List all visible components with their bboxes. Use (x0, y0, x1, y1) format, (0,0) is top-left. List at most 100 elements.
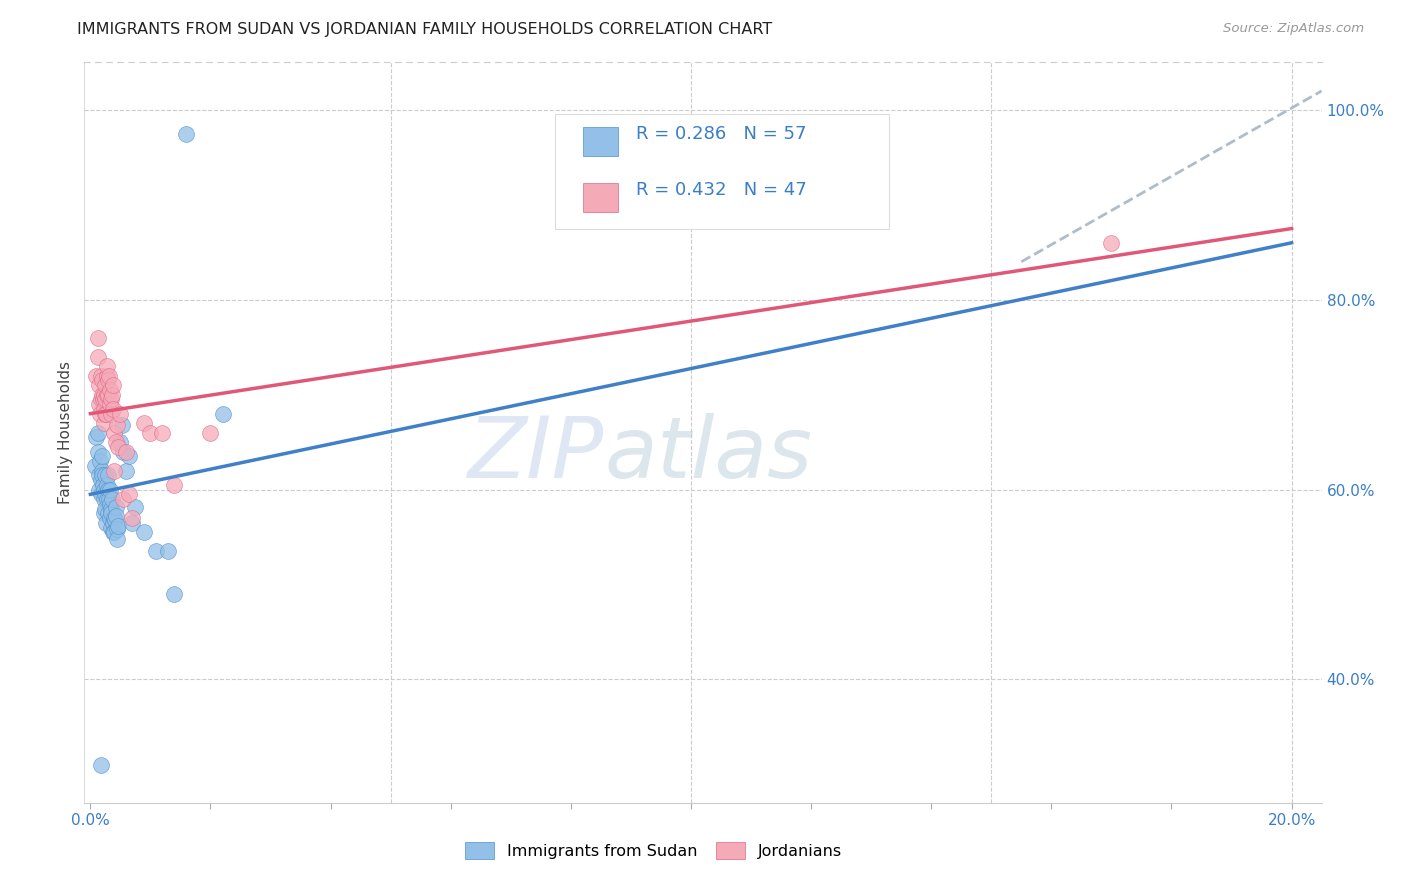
Point (89, 454, 111, 468)
Point (91, 478, 114, 492)
Point (100, 407, 122, 421)
FancyBboxPatch shape (554, 114, 889, 229)
Point (93, 387, 115, 401)
Point (176, 127, 198, 141)
Point (118, 487, 141, 501)
Point (89, 378, 111, 392)
Point (100, 520, 122, 534)
Point (91, 373, 114, 387)
Point (90, 464, 112, 478)
Point (98, 491, 121, 506)
Point (90, 757, 112, 772)
Point (94, 516, 117, 530)
Point (86, 444, 108, 458)
Point (98, 497, 121, 511)
Point (94, 501, 117, 516)
Point (103, 511, 125, 525)
Point (96, 359, 118, 374)
Point (134, 525, 156, 540)
Point (98, 368, 121, 383)
Point (101, 378, 124, 392)
Point (96, 478, 118, 492)
Point (163, 478, 186, 492)
Point (101, 491, 124, 506)
Point (110, 435, 132, 450)
Point (93, 483, 115, 497)
Point (163, 587, 186, 601)
Point (118, 450, 141, 464)
Point (87, 397, 110, 411)
Point (84, 458, 107, 473)
Point (103, 425, 125, 440)
Point (134, 416, 156, 430)
Point (105, 417, 128, 432)
FancyBboxPatch shape (583, 128, 617, 156)
Y-axis label: Family Households: Family Households (58, 361, 73, 504)
Point (112, 491, 135, 506)
Point (200, 425, 222, 440)
Point (90, 473, 112, 487)
Point (98, 511, 121, 525)
Point (94, 407, 117, 421)
Point (90, 487, 112, 501)
Point (97, 387, 120, 401)
Point (93, 416, 115, 430)
Point (103, 525, 125, 540)
Point (100, 392, 122, 407)
Point (93, 491, 115, 506)
Point (94, 407, 117, 421)
Point (100, 501, 122, 516)
Point (145, 544, 167, 558)
Point (157, 544, 180, 558)
FancyBboxPatch shape (583, 183, 617, 212)
Point (103, 464, 125, 478)
Point (93, 506, 115, 520)
Point (89, 468, 111, 483)
Point (105, 509, 128, 524)
Point (89, 407, 111, 421)
Point (139, 425, 162, 440)
Point (90, 392, 112, 407)
Point (115, 444, 138, 458)
Point (90, 368, 112, 383)
Point (96, 387, 118, 401)
Text: IMMIGRANTS FROM SUDAN VS JORDANIAN FAMILY HOUSEHOLDS CORRELATION CHART: IMMIGRANTS FROM SUDAN VS JORDANIAN FAMIL… (77, 22, 772, 37)
Point (101, 516, 124, 530)
Point (94, 487, 117, 501)
Point (97, 483, 120, 497)
Point (121, 511, 143, 525)
Point (100, 506, 122, 520)
Point (97, 373, 120, 387)
Point (98, 397, 121, 411)
Point (87, 350, 110, 364)
Point (94, 392, 117, 407)
Point (96, 368, 118, 383)
Point (110, 417, 132, 432)
Point (97, 468, 120, 483)
Point (107, 440, 129, 454)
Point (103, 525, 125, 540)
Point (107, 518, 129, 533)
Point (98, 383, 121, 397)
Point (86, 368, 108, 383)
Point (91, 392, 114, 407)
Text: R = 0.432   N = 47: R = 0.432 N = 47 (636, 181, 807, 199)
Point (94, 468, 117, 483)
Text: ZIP: ZIP (468, 413, 605, 496)
Point (91, 450, 114, 464)
Point (104, 435, 127, 450)
Point (86, 430, 108, 444)
Point (93, 401, 115, 416)
Point (124, 500, 146, 514)
Text: Source: ZipAtlas.com: Source: ZipAtlas.com (1223, 22, 1364, 36)
Point (94, 378, 117, 392)
Point (112, 444, 135, 458)
Point (1099, 235, 1122, 250)
Point (91, 468, 114, 483)
Point (121, 516, 143, 530)
Point (103, 401, 125, 416)
Point (90, 387, 112, 401)
Point (104, 500, 127, 514)
Legend: Immigrants from Sudan, Jordanians: Immigrants from Sudan, Jordanians (458, 836, 848, 865)
Point (152, 425, 174, 440)
